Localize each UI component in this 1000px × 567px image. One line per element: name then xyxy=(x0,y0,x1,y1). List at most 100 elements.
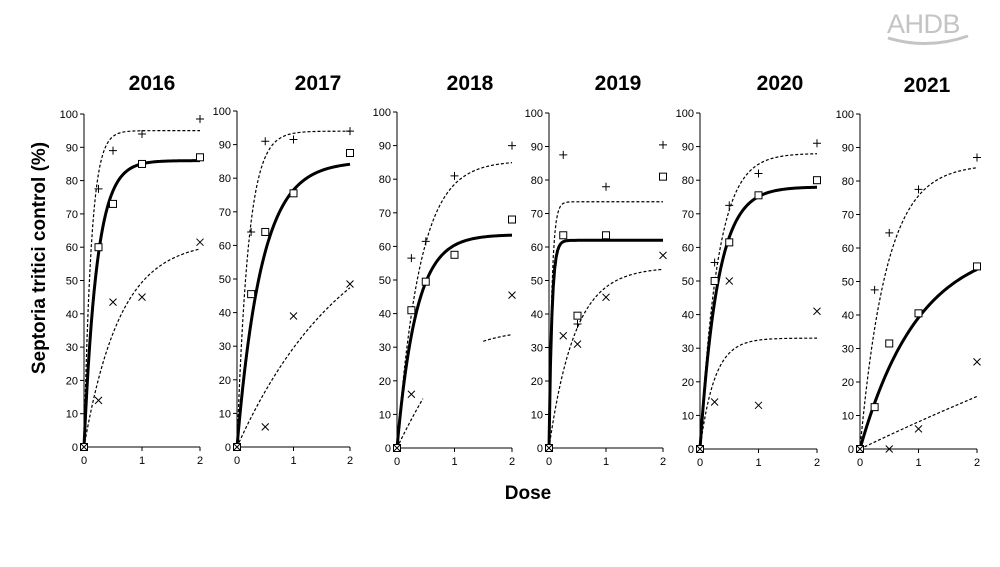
ahdb-logo: AHDB xyxy=(887,9,969,45)
square-point xyxy=(196,153,204,162)
fit-curve-solid xyxy=(698,185,818,450)
fit-curve-dashed xyxy=(699,153,818,450)
square-point xyxy=(289,189,298,198)
fit-curve-dashed xyxy=(236,287,351,448)
y-tick-label: 20 xyxy=(379,376,391,388)
fit-curve-dashed xyxy=(548,201,663,449)
x-tick-label: 0 xyxy=(234,455,240,467)
y-tick-label: 60 xyxy=(379,241,391,253)
square-point xyxy=(870,403,879,412)
y-tick-label: 40 xyxy=(379,309,391,321)
plus-point xyxy=(725,201,734,210)
square-point xyxy=(508,215,516,224)
square-point xyxy=(94,243,103,252)
cross-point xyxy=(559,331,568,340)
cross-point xyxy=(261,422,270,431)
logo-swoosh xyxy=(887,34,969,45)
cross-point xyxy=(196,238,204,247)
panel-2019: 2019 0 10 20 30 40 50 60 70 80 90 100 0 1 2 xyxy=(525,72,667,468)
y-tick-label: 30 xyxy=(531,343,543,355)
square-point xyxy=(710,277,719,285)
plus-point xyxy=(659,140,667,149)
plus-point xyxy=(109,146,117,155)
cross-point xyxy=(973,358,981,366)
plus-point xyxy=(94,184,103,193)
cross-point xyxy=(856,445,864,453)
x-tick-label: 2 xyxy=(347,455,353,467)
y-tick-label: 20 xyxy=(682,377,694,389)
y-tick-label: 90 xyxy=(219,140,231,152)
fit-curve-solid xyxy=(395,233,513,449)
x-tick-label: 1 xyxy=(915,457,921,469)
y-tick-label: 0 xyxy=(848,444,854,456)
y-axis-label: Septoria tritici control (%) xyxy=(29,142,50,374)
panel-2016: 2016 0 10 20 30 40 50 60 70 80 90 100 0 1 2 xyxy=(60,72,204,467)
y-tick-label: 90 xyxy=(66,142,78,154)
panel-title: 2021 xyxy=(904,74,951,97)
y-tick-label: 100 xyxy=(676,108,694,120)
y-tick-label: 80 xyxy=(219,173,231,185)
x-tick-label: 0 xyxy=(857,457,863,469)
y-tick-label: 100 xyxy=(525,108,543,120)
cross-point xyxy=(573,340,582,349)
cross-point xyxy=(710,398,719,406)
x-tick-label: 2 xyxy=(197,455,203,467)
y-tick-label: 70 xyxy=(531,209,543,221)
fit-curve-dashed xyxy=(396,162,513,449)
fit-curve-dashed xyxy=(83,248,201,448)
y-tick-label: 80 xyxy=(66,176,78,188)
y-tick-label: 80 xyxy=(682,175,694,187)
cross-point xyxy=(914,425,923,433)
y-tick-label: 90 xyxy=(379,141,391,153)
fit-curve-solid xyxy=(235,162,351,448)
plus-point xyxy=(261,137,270,146)
y-tick-label: 0 xyxy=(225,442,231,454)
cross-point xyxy=(407,390,416,399)
y-tick-label: 30 xyxy=(66,342,78,354)
plus-point xyxy=(421,237,430,246)
cross-point xyxy=(725,277,734,285)
square-point xyxy=(573,311,582,320)
plus-point xyxy=(508,141,516,150)
y-tick-label: 40 xyxy=(66,309,78,321)
x-tick-label: 0 xyxy=(81,455,87,467)
plus-point xyxy=(407,254,416,263)
panel-title: 2016 xyxy=(129,72,176,95)
panel-2020: 2020 0 10 20 30 40 50 60 70 80 90 100 0 1 2 xyxy=(676,72,821,469)
plus-point xyxy=(559,150,568,159)
plus-point xyxy=(754,169,763,178)
plus-point xyxy=(870,285,879,294)
plus-point xyxy=(885,228,894,237)
cross-point xyxy=(393,444,401,452)
y-tick-label: 70 xyxy=(66,209,78,221)
y-tick-label: 80 xyxy=(842,176,854,188)
y-tick-label: 50 xyxy=(219,274,231,286)
plus-point xyxy=(289,135,298,144)
y-tick-label: 20 xyxy=(842,377,854,389)
y-tick-label: 10 xyxy=(842,411,854,423)
panel-title: 2020 xyxy=(757,72,804,95)
square-point xyxy=(754,191,763,200)
cross-point xyxy=(754,401,763,410)
plus-point xyxy=(914,185,923,194)
y-tick-label: 100 xyxy=(213,106,231,118)
logo-text: AHDB xyxy=(887,9,960,39)
fit-curve-dashed xyxy=(699,337,817,450)
plus-point xyxy=(973,153,981,162)
y-tick-label: 10 xyxy=(682,410,694,422)
cross-point xyxy=(813,307,821,316)
cross-point xyxy=(885,445,894,453)
x-tick-label: 1 xyxy=(139,455,145,467)
x-tick-label: 1 xyxy=(755,457,761,469)
y-tick-label: 100 xyxy=(60,109,78,121)
x-tick-label: 2 xyxy=(974,457,980,469)
y-tick-label: 50 xyxy=(379,275,391,287)
y-tick-label: 40 xyxy=(842,310,854,322)
square-point xyxy=(138,159,146,168)
fit-curve-dashed xyxy=(236,130,351,448)
y-tick-label: 40 xyxy=(219,308,231,320)
y-tick-label: 20 xyxy=(531,376,543,388)
plus-point xyxy=(813,139,821,148)
plus-point xyxy=(138,129,146,138)
